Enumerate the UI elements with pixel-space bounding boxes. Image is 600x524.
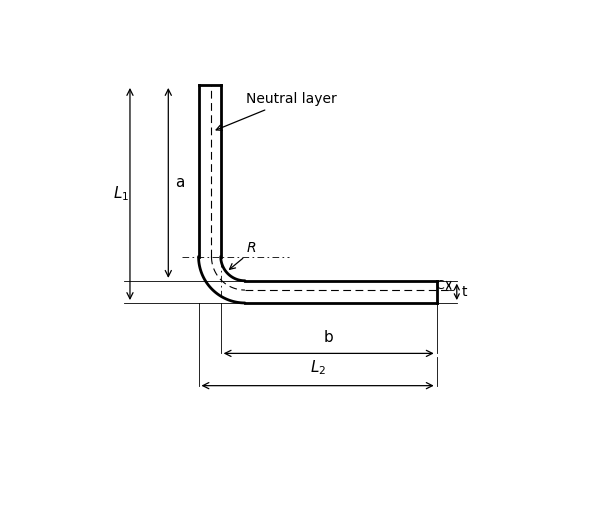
Text: Neutral layer: Neutral layer bbox=[216, 92, 337, 130]
Text: C: C bbox=[435, 279, 444, 292]
Text: $L_2$: $L_2$ bbox=[310, 358, 326, 377]
Text: b: b bbox=[324, 330, 334, 344]
Text: a: a bbox=[175, 176, 184, 190]
Text: t: t bbox=[462, 285, 467, 299]
Text: $L_1$: $L_1$ bbox=[113, 184, 129, 203]
Text: R: R bbox=[246, 241, 256, 255]
